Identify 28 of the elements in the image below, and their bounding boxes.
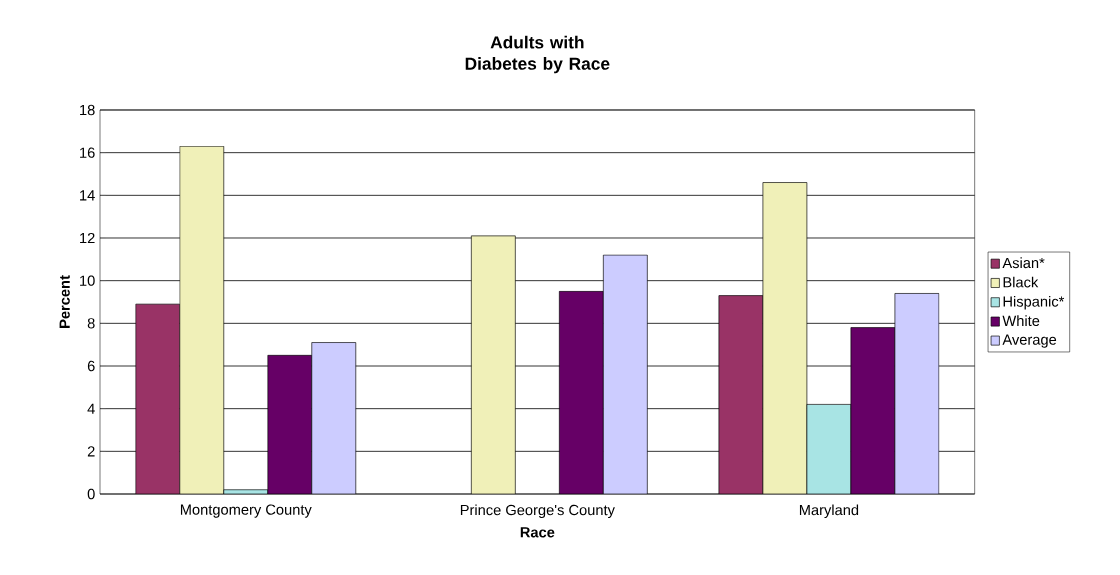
y-tick-label: 2 — [87, 446, 95, 457]
y-tick-label: 0 — [87, 488, 95, 500]
legend-label: Black — [1003, 276, 1039, 288]
bar — [850, 327, 896, 494]
bar — [471, 235, 516, 494]
legend-label: Hispanic* — [1003, 295, 1065, 310]
chart-title: Adults with Diabetes by Race — [465, 35, 610, 74]
x-tick-label: Maryland — [799, 504, 859, 519]
bar — [806, 404, 852, 494]
legend-label: Asian* — [1002, 257, 1045, 269]
legend-label: Average — [1002, 334, 1057, 348]
bar — [559, 290, 604, 494]
x-tick-label: Montgomery County — [180, 504, 312, 518]
y-tick-label: 6 — [87, 360, 95, 372]
y-axis-title: Percent — [59, 275, 70, 328]
y-tick-label: 14 — [80, 190, 95, 201]
bar — [179, 145, 225, 494]
y-tick-label: 12 — [80, 232, 95, 244]
legend-label: White — [1002, 315, 1040, 327]
bar — [762, 182, 808, 494]
y-tick-label: 16 — [80, 147, 95, 158]
y-tick-label: 4 — [87, 403, 95, 414]
y-tick-label: 8 — [87, 318, 95, 329]
y-tick-label: 18 — [80, 104, 95, 116]
x-axis-title: Race — [520, 527, 555, 538]
x-tick-label: Prince George's County — [460, 504, 615, 519]
bar — [267, 354, 313, 494]
y-tick-label: 10 — [80, 275, 95, 286]
